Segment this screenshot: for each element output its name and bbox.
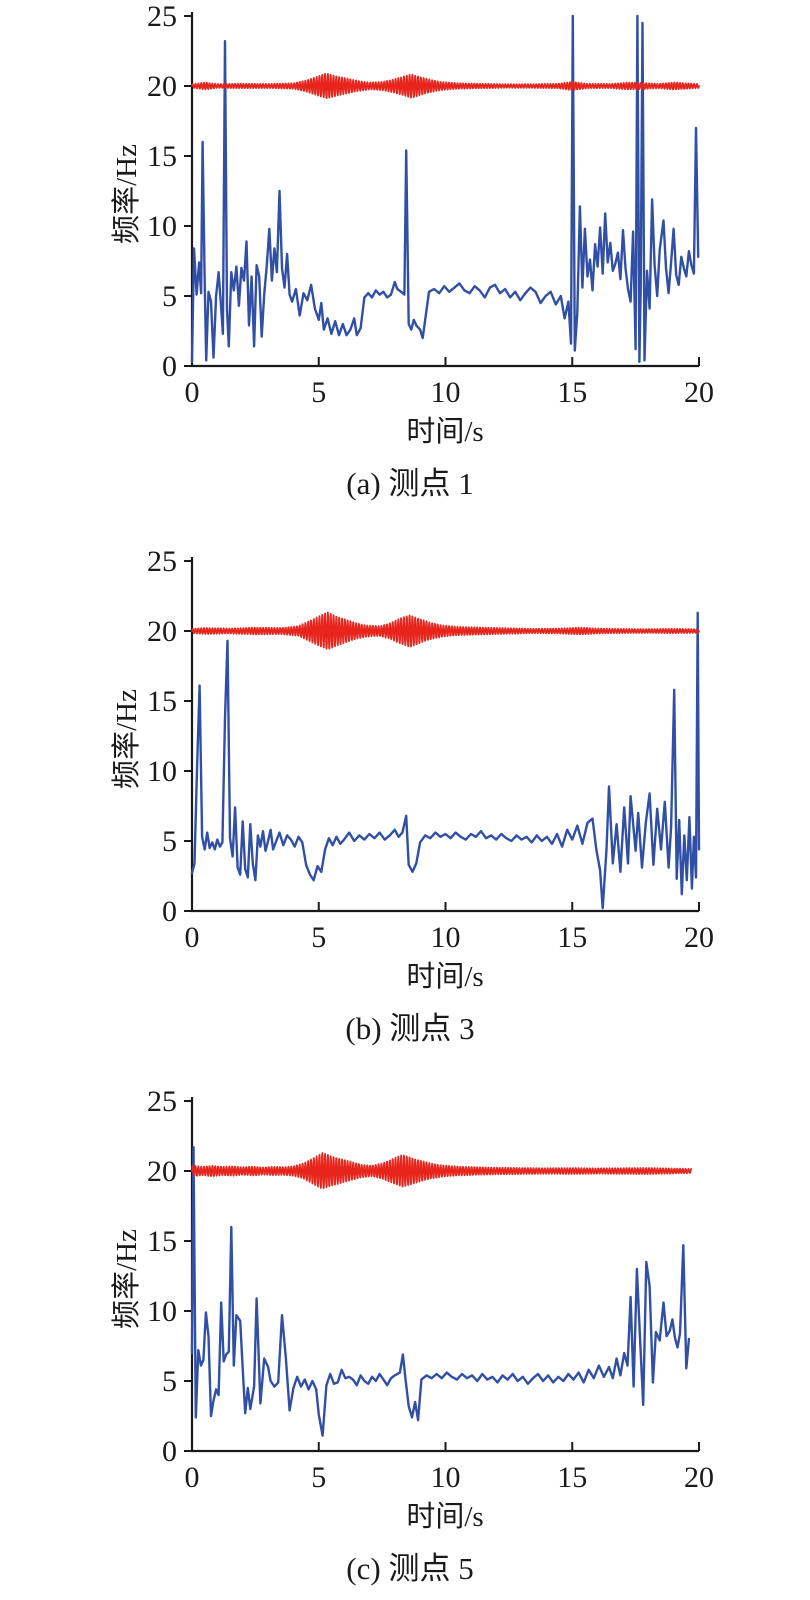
caption-c: (c) 测点 5 bbox=[346, 1551, 474, 1586]
y-tick-label: 25 bbox=[147, 545, 177, 578]
series-estimated-instantaneous-frequency bbox=[190, 611, 701, 910]
y-tick-label: 5 bbox=[162, 825, 177, 858]
x-tick-label: 5 bbox=[311, 921, 326, 954]
series-reference-20hz-modulated bbox=[191, 1152, 693, 1190]
x-axis-label-b: 时间/s bbox=[406, 961, 484, 993]
series-estimated-instantaneous-frequency bbox=[190, 14, 700, 363]
x-tick-label: 20 bbox=[684, 921, 714, 954]
x-tick-label: 15 bbox=[557, 1461, 587, 1494]
y-tick-label: 20 bbox=[147, 1155, 177, 1188]
y-tick-label: 20 bbox=[147, 70, 177, 103]
x-tick-label: 5 bbox=[311, 1461, 326, 1494]
y-tick-label: 15 bbox=[147, 685, 177, 718]
x-tick-label: 0 bbox=[185, 921, 200, 954]
x-tick-label: 10 bbox=[431, 376, 461, 409]
y-tick-label: 10 bbox=[147, 210, 177, 243]
axis-lines bbox=[190, 12, 699, 368]
y-tick-label: 15 bbox=[147, 1225, 177, 1258]
y-axis-label-b: 频率/Hz bbox=[111, 689, 143, 789]
x-tick-label: 10 bbox=[431, 1461, 461, 1494]
axis-lines bbox=[190, 1097, 699, 1453]
x-tick-label: 0 bbox=[185, 1461, 200, 1494]
y-tick-label: 5 bbox=[162, 280, 177, 313]
x-tick-label: 15 bbox=[557, 376, 587, 409]
y-axis-label-a: 频率/Hz bbox=[111, 144, 143, 244]
caption-a: (a) 测点 1 bbox=[346, 466, 474, 501]
y-tick-label: 15 bbox=[147, 140, 177, 173]
y-tick-label: 0 bbox=[162, 1435, 177, 1468]
y-tick-label: 0 bbox=[162, 350, 177, 383]
chart-panel-a-canvas: 0 5 10 15 20 25 0 5 10 15 20 bbox=[147, 0, 714, 409]
series-estimated-instantaneous-frequency bbox=[190, 1146, 691, 1437]
x-tick-label: 5 bbox=[311, 376, 326, 409]
x-axis-label-c: 时间/s bbox=[406, 1501, 484, 1533]
y-tick-label: 0 bbox=[162, 895, 177, 928]
x-tick-label: 20 bbox=[684, 1461, 714, 1494]
y-tick-label: 10 bbox=[147, 755, 177, 788]
y-tick-label: 25 bbox=[147, 1085, 177, 1118]
x-tick-label: 20 bbox=[684, 376, 714, 409]
y-tick-label: 20 bbox=[147, 615, 177, 648]
y-tick-label: 10 bbox=[147, 1295, 177, 1328]
x-axis-label-a: 时间/s bbox=[406, 416, 484, 448]
y-tick-label: 5 bbox=[162, 1365, 177, 1398]
x-tick-label: 0 bbox=[185, 376, 200, 409]
series-reference-20hz-modulated bbox=[191, 72, 700, 99]
chart-panel-b-canvas: 0 5 10 15 20 25 0 5 10 15 20 bbox=[147, 545, 714, 954]
y-tick-label: 25 bbox=[147, 0, 177, 33]
caption-b: (b) 测点 3 bbox=[345, 1011, 475, 1046]
x-tick-label: 10 bbox=[431, 921, 461, 954]
x-tick-label: 15 bbox=[557, 921, 587, 954]
series-reference-20hz-modulated bbox=[191, 611, 700, 650]
y-axis-label-c: 频率/Hz bbox=[111, 1229, 143, 1329]
axis-lines bbox=[190, 557, 699, 913]
chart-panel-c-canvas: 0 5 10 15 20 25 0 5 10 15 20 bbox=[147, 1085, 714, 1494]
